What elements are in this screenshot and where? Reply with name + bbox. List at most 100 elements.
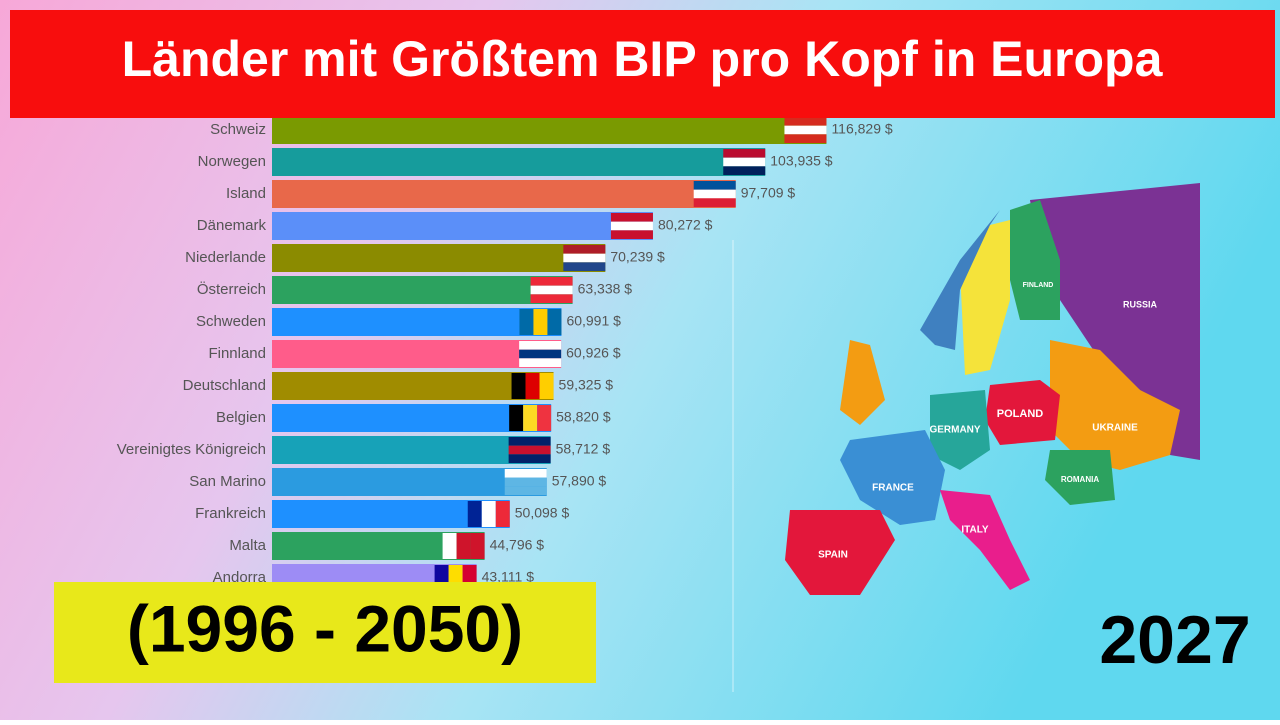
value-label: 97,709 $: [741, 185, 796, 201]
map-label: UKRAINE: [1092, 423, 1138, 434]
y-tick-label: Schweiz: [210, 121, 266, 138]
flag-stripe: [504, 469, 547, 478]
bar: [272, 404, 552, 432]
value-label: 58,820 $: [556, 409, 611, 425]
value-label: 44,796 $: [490, 537, 545, 553]
norway: [920, 210, 1000, 350]
flag-stripe: [509, 405, 524, 431]
flag-stripe: [508, 437, 551, 446]
y-tick-label: Schweden: [196, 313, 266, 330]
y-tick-label: Österreich: [197, 280, 266, 298]
flag-stripe: [610, 213, 653, 222]
value-label: 57,890 $: [552, 473, 607, 489]
flag-stripe: [563, 262, 606, 271]
uk: [840, 340, 885, 425]
map-label: FINLAND: [1023, 282, 1054, 289]
bar: [272, 340, 562, 368]
flag-stripe: [481, 501, 496, 527]
flag-stripe: [525, 373, 540, 399]
flag-stripe: [610, 230, 653, 239]
flag-stripe: [537, 405, 552, 431]
flag-stripe: [519, 358, 562, 367]
value-label: 50,098 $: [515, 505, 570, 521]
flag-stripe: [784, 117, 827, 126]
map-label: SPAIN: [818, 550, 848, 561]
y-tick-label: Belgien: [216, 409, 266, 426]
flag-stripe: [467, 501, 482, 527]
bar: [272, 372, 554, 400]
bar: [272, 148, 766, 176]
flag-stripe: [456, 533, 471, 559]
flag-stripe: [784, 134, 827, 143]
flag-stripe: [530, 285, 573, 295]
russia: [1030, 183, 1200, 460]
map-label: RUSSIA: [1123, 299, 1158, 309]
y-tick-label: Dänemark: [197, 217, 267, 234]
y-tick-label: Andorra: [213, 569, 267, 586]
flag-stripe: [610, 221, 653, 231]
y-tick-label: Vereinigtes Königreich: [117, 441, 266, 458]
map-label: FRANCE: [872, 483, 914, 494]
flag-stripe: [693, 189, 736, 199]
y-tick-label: San Marino: [189, 473, 266, 490]
y-tick-label: Finnland: [208, 345, 266, 362]
flag-stripe: [693, 181, 736, 190]
y-tick-label: Norwegen: [198, 153, 266, 170]
flag-stripe: [784, 125, 827, 135]
flag-stripe: [508, 454, 551, 463]
flag-stripe: [547, 309, 562, 335]
value-label: 43,111 $: [482, 569, 535, 585]
bar: [272, 468, 547, 496]
value-label: 60,991 $: [566, 313, 621, 329]
bar: [272, 308, 562, 336]
y-tick-label: Island: [226, 185, 266, 202]
flag-stripe: [504, 477, 547, 487]
flag-stripe: [723, 157, 766, 167]
year: 2027: [1099, 602, 1250, 678]
period: (1996 - 2050): [127, 591, 523, 665]
flag-stripe: [511, 373, 526, 399]
flag-stripe: [508, 445, 551, 455]
flag-stripe: [530, 277, 573, 286]
title-banner: [10, 10, 1275, 118]
bar: [272, 276, 573, 304]
flag-stripe: [530, 294, 573, 303]
y-tick-label: Malta: [229, 537, 266, 554]
flag-stripe: [563, 245, 606, 254]
value-label: 59,325 $: [559, 377, 614, 393]
flag-stripe: [523, 405, 538, 431]
map-label: POLAND: [997, 408, 1044, 420]
value-label: 60,926 $: [566, 345, 621, 361]
flag-stripe: [519, 341, 562, 350]
ukraine: [1050, 340, 1180, 470]
flag-stripe: [519, 349, 562, 359]
value-label: 103,935 $: [770, 153, 832, 169]
bar: [272, 116, 827, 144]
period-box: [54, 582, 596, 683]
flag-stripe: [504, 486, 547, 495]
poland: [985, 380, 1060, 445]
map-label: ROMANIA: [1061, 475, 1099, 484]
bar: [272, 212, 653, 240]
y-tick-label: Niederlande: [185, 249, 266, 266]
romania: [1045, 450, 1115, 505]
y-tick-label: Frankreich: [195, 505, 266, 522]
europe-map: RUSSIA UKRAINE POLAND GERMANY FRANCE SPAIN ITA…: [785, 183, 1200, 595]
spain: [785, 510, 895, 595]
value-label: 116,829 $: [831, 121, 892, 137]
flag-stripe: [723, 166, 766, 175]
flag-stripe: [723, 149, 766, 158]
value-label: 70,239 $: [610, 249, 665, 265]
flag-stripe: [442, 533, 457, 559]
bars: Schweiz 116,829 $ Norwegen 103,935 $ Island 9…: [117, 116, 893, 592]
chart-title: Länder mit Größtem BIP pro Kopf in Europ…: [122, 31, 1164, 87]
finland: [1010, 200, 1060, 320]
germany: [930, 390, 990, 470]
bar: [272, 436, 551, 464]
flag-stripe: [519, 309, 534, 335]
flag-stripe: [563, 253, 606, 263]
italy: [940, 490, 1030, 590]
france: [840, 430, 945, 525]
flag-stripe: [495, 501, 510, 527]
